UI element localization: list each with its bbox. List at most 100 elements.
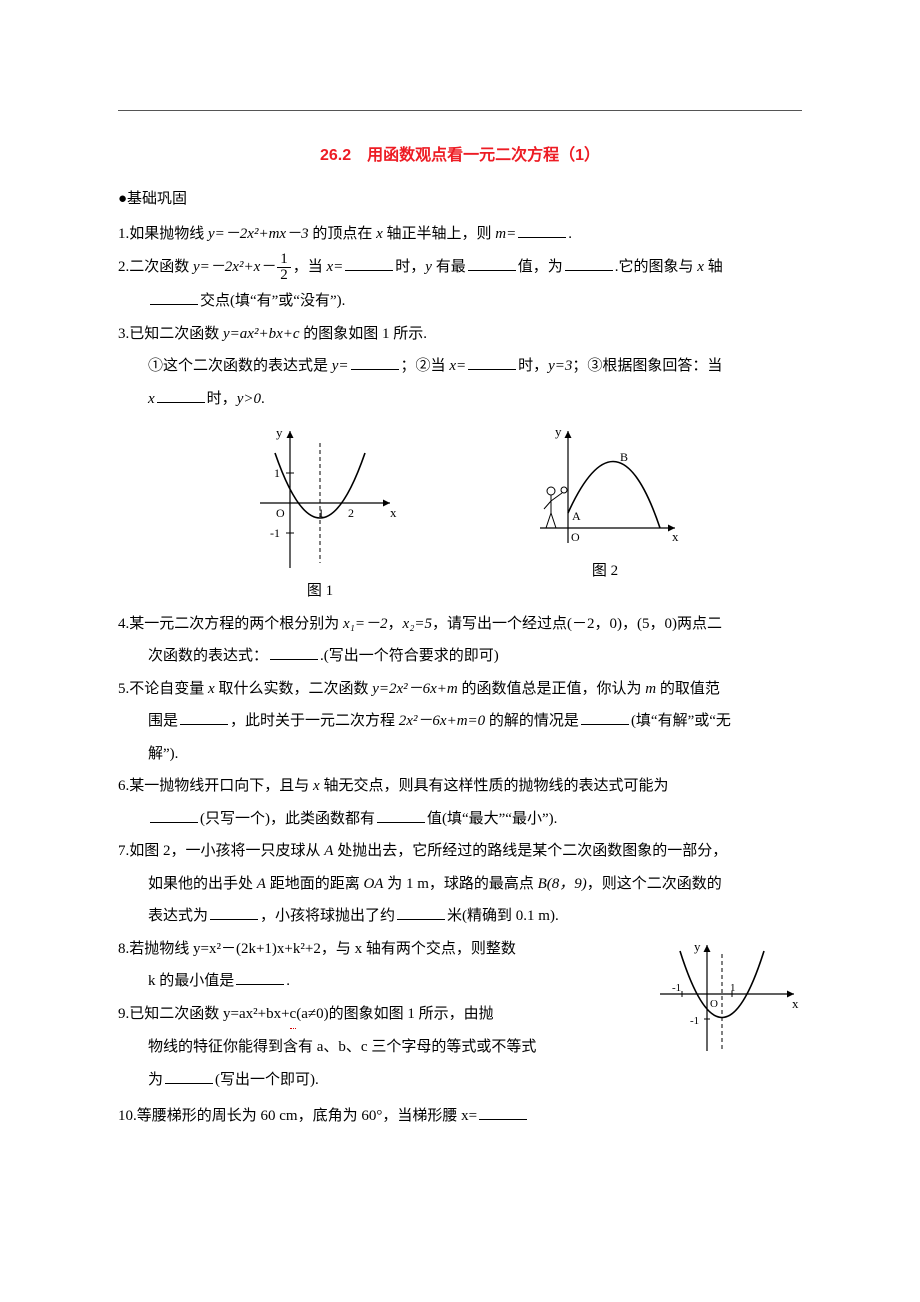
q5-l2c: 的解的情况是: [485, 713, 579, 729]
q4-l2: 次函数的表达式：: [148, 648, 268, 664]
fig1-svg: x y O 1 -1 1 2: [240, 423, 400, 573]
q3-l3y: y>0: [237, 391, 261, 407]
blank[interactable]: [468, 255, 516, 272]
q6-l2b: 值(填“最大”“最小”).: [427, 811, 557, 827]
blank[interactable]: [150, 289, 198, 306]
q7-l3c: 米(精确到 0.1 m).: [447, 908, 559, 924]
figure-1: x y O 1 -1 1 2 图 1: [240, 423, 400, 606]
q3-fn: y=ax²+bx+c: [223, 326, 300, 342]
question-2-line2: 交点(填“有”或“没有”).: [148, 287, 802, 316]
question-9-line3: 为(写出一个即可).: [148, 1066, 802, 1095]
fraction: 12: [277, 252, 291, 283]
q5-l2a: 围是: [148, 713, 178, 729]
question-6: 6.某一抛物线开口向下，且与 x 轴无交点，则具有这样性质的抛物线的表达式可能为: [118, 772, 802, 801]
q4-lead: 4.某一元二次方程的两个根分别为: [118, 616, 343, 632]
q2-e: .它的图象与: [615, 259, 698, 275]
blank[interactable]: [565, 255, 613, 272]
q9-lead: 9.已知二次函数 y=ax²+bx+: [118, 1006, 290, 1022]
question-7-line2: 如果他的出手处 A 距地面的距离 OA 为 1 m，球路的最高点 B(8，9)，…: [148, 870, 802, 899]
q8-lead: 8.若抛物线 y=x²－(2k+1)x+k²+2，与 x 轴有两个交点，则整数: [118, 941, 516, 957]
q3-tail: 的图象如图 1 所示.: [300, 326, 428, 342]
q2-d: 值，为: [518, 259, 563, 275]
blank[interactable]: [165, 1067, 213, 1084]
q3-l2y: y=: [332, 358, 349, 374]
top-rule: [118, 110, 802, 111]
q3-l2a: ①这个二次函数的表达式是: [148, 358, 332, 374]
blank[interactable]: [345, 255, 393, 272]
q1-text: 1.如果抛物线: [118, 226, 208, 242]
blank[interactable]: [157, 386, 205, 403]
question-5-line3: 解”).: [148, 740, 802, 769]
q2-x2: x: [697, 259, 704, 275]
q1-after: 轴正半轴上，则: [383, 226, 496, 242]
blank[interactable]: [518, 221, 566, 238]
q9-a: (a≠0)的图象如图 1 所示，由抛: [296, 1006, 493, 1022]
q3-l3b: 时，: [207, 391, 237, 407]
fig2-xlabel: x: [672, 529, 679, 544]
fig1-O: O: [276, 506, 285, 520]
q5-x: x: [208, 681, 215, 697]
q4-x1: x₁=－2: [343, 616, 388, 632]
fig3-xt2: 1: [730, 982, 736, 994]
q5-l2d: (填“有解”或“无: [631, 713, 731, 729]
frac-num: 1: [277, 252, 291, 268]
fig1-xt2: 2: [348, 506, 354, 520]
q1-tail: .: [568, 226, 572, 242]
blank[interactable]: [468, 354, 516, 371]
q3-l2d: ；③根据图象回答：当: [572, 358, 722, 374]
q5-a: 取什么实数，二次函数: [215, 681, 373, 697]
q5-m: m: [645, 681, 656, 697]
q6-l2a: (只写一个)，此类函数都有: [200, 811, 375, 827]
q5-l3: 解”).: [148, 746, 178, 762]
blank[interactable]: [581, 709, 629, 726]
blank[interactable]: [210, 904, 258, 921]
q3-l2b: ；②当: [401, 358, 450, 374]
q1-mid: 的顶点在: [309, 226, 377, 242]
q9-l2: 物线的特征你能得到含有 a、b、c 三个字母的等式或不等式: [148, 1039, 536, 1055]
fig2-ylabel: y: [555, 424, 562, 439]
q4-x2: x₂=5: [403, 616, 433, 632]
question-6-line2: (只写一个)，此类函数都有 值(填“最大”“最小”).: [148, 805, 802, 834]
fig2-caption: 图 2: [530, 557, 680, 586]
fig2-svg: x y O A B: [530, 423, 680, 553]
blank[interactable]: [180, 709, 228, 726]
blank[interactable]: [150, 806, 198, 823]
blank[interactable]: [351, 354, 399, 371]
blank[interactable]: [236, 969, 284, 986]
q3-l2c: 时，: [518, 358, 548, 374]
fig1-xlabel: x: [390, 505, 397, 520]
q1-x: x: [376, 226, 383, 242]
blank[interactable]: [270, 644, 318, 661]
q2-y: y: [425, 259, 432, 275]
question-4: 4.某一元二次方程的两个根分别为 x₁=－2，x₂=5，请写出一个经过点(－2，…: [118, 610, 802, 639]
question-5: 5.不论自变量 x 取什么实数，二次函数 y=2x²－6x+m 的函数值总是正值…: [118, 675, 802, 704]
blank[interactable]: [377, 806, 425, 823]
question-5-line2: 围是，此时关于一元二次方程 2x²－6x+m=0 的解的情况是(填“有解”或“无: [148, 707, 802, 736]
fig2-O: O: [571, 530, 580, 544]
fig3-svg: x y O -1 1 -1: [652, 939, 802, 1059]
q8-l2a: k 的最小值是: [148, 973, 234, 989]
q2-x: x=: [327, 259, 344, 275]
q5-b: 的函数值总是正值，你认为: [458, 681, 646, 697]
q3-l3t: .: [261, 391, 265, 407]
question-1: 1.如果抛物线 y=－2x²+mx－3 的顶点在 x 轴正半轴上，则 m=.: [118, 220, 802, 249]
page-title: 26.2 用函数观点看一元二次方程（1）: [118, 141, 802, 171]
q7-l2b: 距地面的距离: [266, 876, 364, 892]
fig3-xlabel: x: [792, 996, 799, 1011]
q9-l3b: (写出一个即可).: [215, 1072, 319, 1088]
blank[interactable]: [479, 1104, 527, 1121]
q5-l2b: ，此时关于一元二次方程: [230, 713, 399, 729]
q5-lead: 5.不论自变量: [118, 681, 208, 697]
fig1-yt2: -1: [270, 526, 280, 540]
figure-row: x y O 1 -1 1 2 图 1: [118, 423, 802, 606]
q1-m: m=: [495, 226, 516, 242]
frac-den: 2: [277, 268, 291, 283]
q4-tail: .(写出一个符合要求的即可): [320, 648, 499, 664]
q7-l3b: ，小孩将球抛出了约: [260, 908, 395, 924]
q7-l2c: 为 1 m，球路的最高点: [383, 876, 537, 892]
blank[interactable]: [397, 904, 445, 921]
question-4-line2: 次函数的表达式： .(写出一个符合要求的即可): [148, 642, 802, 671]
q6-x: x: [313, 778, 320, 794]
q1-fn: y=－2x²+mx－3: [208, 226, 309, 242]
q7-a: 处抛出去，它所经过的路线是某个二次函数图象的一部分，: [333, 843, 727, 859]
